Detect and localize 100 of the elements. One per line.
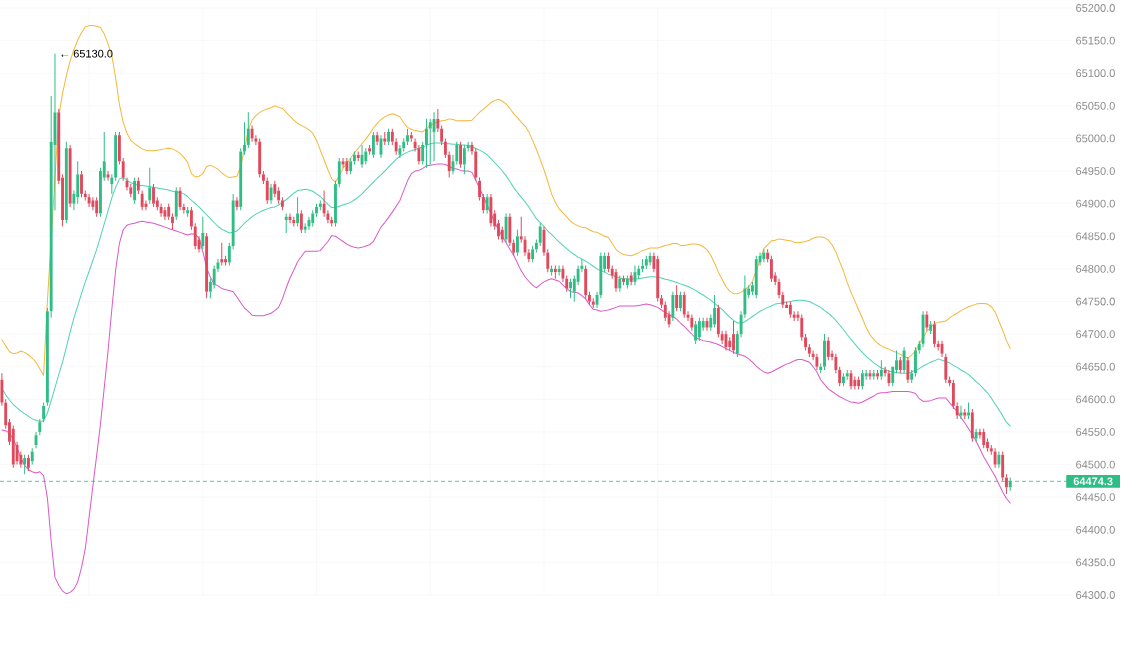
candlestick [49,95,53,319]
candlestick [277,186,281,205]
candlestick [569,278,572,299]
candlestick [781,291,785,309]
candlestick [315,203,318,218]
candlestick [447,150,451,179]
candlestick [462,144,466,175]
candlestick [227,242,231,267]
candlestick [637,265,641,280]
candlestick [531,245,535,263]
candlestick [159,203,163,218]
candlestick [171,212,174,231]
y-tick-label: 65000.0 [1076,134,1115,143]
ref-line-label: 64474.3 [1073,477,1113,486]
candlestick [284,212,288,234]
candlestick [622,274,626,286]
candlestick [853,376,857,391]
y-tick-label: 64750.0 [1076,297,1115,306]
candlestick [114,131,118,182]
candlestick [87,193,91,208]
candlestick [368,144,372,156]
candlestick [550,265,553,276]
candlestick [553,265,557,280]
candlestick [356,150,360,162]
candlestick [174,186,178,221]
candlestick [967,402,970,420]
candlestick [792,310,796,322]
candlestick [417,144,421,166]
candlestick [565,274,569,293]
candlestick [11,424,15,469]
candlestick [660,294,663,309]
candlestick [436,108,440,133]
candlestick [243,121,246,156]
candlestick [459,141,463,169]
candlestick [409,131,413,143]
candlestick [656,255,660,302]
candlestick [478,177,481,201]
candlestick [823,333,826,371]
y-tick-label: 64650.0 [1076,362,1115,371]
candlestick [842,372,845,387]
candlestick [91,196,95,211]
candlestick [716,304,720,338]
candlestick [466,141,470,152]
y-tick-label: 64500.0 [1076,460,1115,469]
candlestick [318,199,322,211]
candlestick [641,258,644,273]
candlestick [879,359,883,381]
candlestick [963,408,967,420]
candlestick [402,137,406,152]
candlestick [250,124,254,143]
candlestick [353,150,356,166]
candlestick [428,118,432,166]
candlestick [625,274,629,289]
candlestick [341,157,345,169]
candlestick [887,369,891,387]
candlestick [303,222,307,234]
candlestick [845,369,849,381]
candlestick [140,190,144,211]
annotation: ← 65130.0 [61,49,113,58]
candlestick [944,353,948,384]
candlestick [606,252,610,273]
candlestick [375,131,379,146]
candlestick [322,190,326,218]
candlestick [914,346,917,377]
candlestick [951,379,955,410]
candlestick [110,173,114,195]
candlestick [178,186,182,211]
y-tick-label: 64700.0 [1076,330,1115,338]
candlestick [762,248,766,263]
candlestick [857,376,861,391]
y-tick-label: 64400.0 [1076,525,1115,534]
candlestick [682,291,686,319]
candlestick [68,144,72,208]
candlestick [489,193,493,227]
candlestick [201,216,205,250]
candlestick [235,196,239,211]
candlestick [728,336,732,351]
candlestick [955,402,959,420]
candlestick [838,366,842,387]
candlestick [826,336,830,361]
candlestick [932,320,936,348]
candlestick [902,346,906,374]
y-tick-label: 64550.0 [1076,428,1115,436]
candlestick [163,206,167,221]
candlestick [262,170,265,185]
candlestick [997,451,1001,469]
candlestick [152,183,155,208]
y-tick-label: 64450.0 [1076,493,1115,502]
candlestick [425,118,428,169]
y-tick-label: 64600.0 [1076,395,1115,404]
candlestick [815,353,819,371]
candlestick [644,255,648,270]
candlestick [239,147,243,211]
candlestick [421,141,425,166]
candlestick [694,320,698,345]
y-tick-label: 64800.0 [1076,265,1115,273]
candlestick [349,157,353,175]
candlestick [167,203,171,221]
candlestick [334,180,337,227]
candlestick [504,212,508,244]
